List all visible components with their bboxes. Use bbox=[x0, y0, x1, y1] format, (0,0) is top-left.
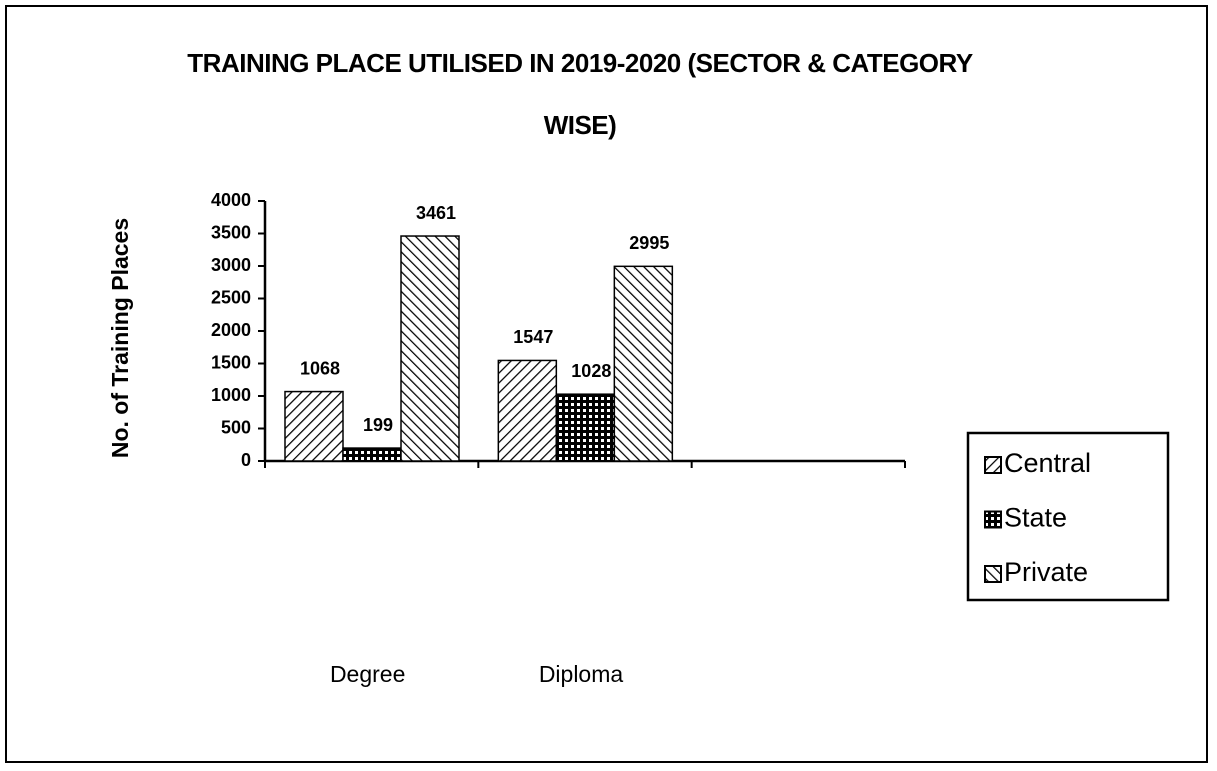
y-tick-label: 4000 bbox=[211, 190, 251, 210]
value-label: 1547 bbox=[513, 327, 553, 347]
bar bbox=[613, 265, 674, 462]
y-axis-title: No. of Training Places bbox=[107, 218, 133, 458]
bar bbox=[342, 447, 402, 462]
value-label: 199 bbox=[363, 415, 393, 435]
y-tick-label: 1500 bbox=[211, 352, 251, 372]
y-tick-label: 2000 bbox=[211, 320, 251, 340]
x-tick-label: Degree bbox=[330, 661, 405, 687]
legend-label: Private bbox=[1004, 557, 1088, 587]
legend-swatch bbox=[984, 510, 1002, 529]
y-tick-label: 500 bbox=[221, 417, 251, 437]
legend-label: State bbox=[1004, 503, 1067, 533]
value-label: 3461 bbox=[416, 203, 456, 223]
bar bbox=[400, 235, 460, 462]
y-tick-label: 2500 bbox=[211, 287, 251, 307]
value-label: 1068 bbox=[300, 358, 340, 378]
y-tick-label: 3500 bbox=[211, 222, 251, 242]
value-label: 1028 bbox=[571, 361, 611, 381]
y-tick-label: 1000 bbox=[211, 385, 251, 405]
chart-title: TRAINING PLACE UTILISED IN 2019-2020 (SE… bbox=[187, 48, 973, 140]
x-tick-label: Diploma bbox=[539, 661, 624, 687]
legend-swatch bbox=[984, 565, 1002, 583]
legend-swatch bbox=[984, 456, 1002, 474]
bar bbox=[497, 359, 558, 462]
chart-frame bbox=[5, 5, 1208, 763]
bar bbox=[555, 393, 616, 462]
value-label: 2995 bbox=[629, 233, 669, 253]
legend-label: Central bbox=[1004, 448, 1091, 478]
y-tick-label: 0 bbox=[241, 450, 251, 470]
y-tick-label: 3000 bbox=[211, 255, 251, 275]
bar bbox=[284, 390, 344, 462]
